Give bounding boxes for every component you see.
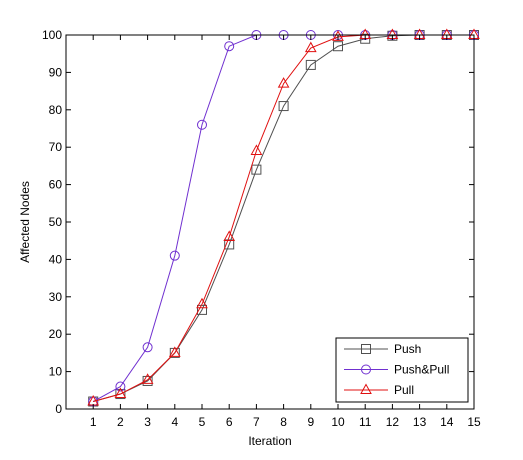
y-tick-label: 30 [49, 290, 63, 304]
data-point-push-pull [142, 342, 153, 353]
data-point-pull [168, 346, 181, 357]
x-tick-label: 15 [467, 415, 481, 429]
y-tick-label: 100 [42, 28, 62, 42]
data-point-pull [250, 144, 263, 155]
y-tick-label: 40 [49, 252, 63, 266]
legend-item-pull: Pull [344, 383, 414, 397]
y-tick-label: 60 [49, 178, 63, 192]
x-tick-label: 5 [199, 415, 206, 429]
data-point-push [224, 239, 235, 250]
x-tick-label: 11 [359, 415, 372, 429]
x-tick-label: 1 [90, 415, 97, 429]
data-point-pull [304, 41, 317, 53]
data-point-pull [114, 387, 127, 399]
data-point-push [333, 41, 343, 52]
y-axis-label: Affected Nodes [18, 181, 32, 263]
data-point-push-pull [224, 41, 235, 52]
data-point-push [278, 101, 289, 112]
x-tick-label: 3 [144, 415, 151, 429]
y-tick-label: 80 [49, 103, 63, 117]
y-tick-label: 10 [49, 365, 63, 379]
x-tick-label: 14 [440, 415, 454, 429]
data-point-push [142, 375, 153, 386]
x-tick-label: 7 [253, 415, 260, 429]
x-tick-label: 2 [117, 415, 124, 429]
y-tick-label: 70 [49, 140, 63, 154]
data-point-pull [196, 297, 208, 309]
tick-layer: 1 2 3 4 5 6 7 8 9 10 11 12 13 14 150102030405060708090… [42, 28, 481, 429]
data-point-push-pull [169, 250, 180, 261]
y-tick-label: 50 [49, 215, 63, 229]
data-point-push [251, 164, 262, 175]
legend-label: Pull [394, 383, 414, 397]
legend-marker [360, 383, 372, 394]
y-tick-label: 0 [55, 402, 62, 416]
data-point-pull [277, 77, 290, 88]
data-point-pull [332, 30, 344, 41]
x-tick-label: 10 [331, 415, 345, 429]
y-tick-label: 20 [49, 327, 63, 341]
legend-marker [361, 344, 371, 354]
data-point-push-pull [115, 381, 126, 392]
x-tick-label: 4 [171, 415, 178, 429]
legend-item-push: Push [344, 342, 421, 356]
data-point-push [305, 59, 316, 70]
x-tick-label: 12 [386, 415, 400, 429]
x-tick-label: 13 [413, 415, 427, 429]
legend-label: Push&Pull [394, 363, 449, 377]
y-tick-label: 90 [49, 65, 63, 79]
legend-marker [361, 364, 371, 375]
data-point-pull [223, 230, 236, 241]
x-tick-label: 9 [307, 415, 314, 429]
x-tick-label: 6 [226, 415, 233, 429]
legend-label: Push [394, 342, 421, 356]
x-tick-label: 8 [280, 415, 287, 429]
legend-item-push-pull: Push&Pull [344, 363, 449, 377]
data-point-push-pull [197, 119, 207, 130]
data-point-pull [141, 373, 154, 384]
legend: Push Push&Pull Pull [335, 337, 469, 403]
x-axis-label: Iteration [248, 434, 291, 448]
data-point-push [197, 304, 207, 315]
